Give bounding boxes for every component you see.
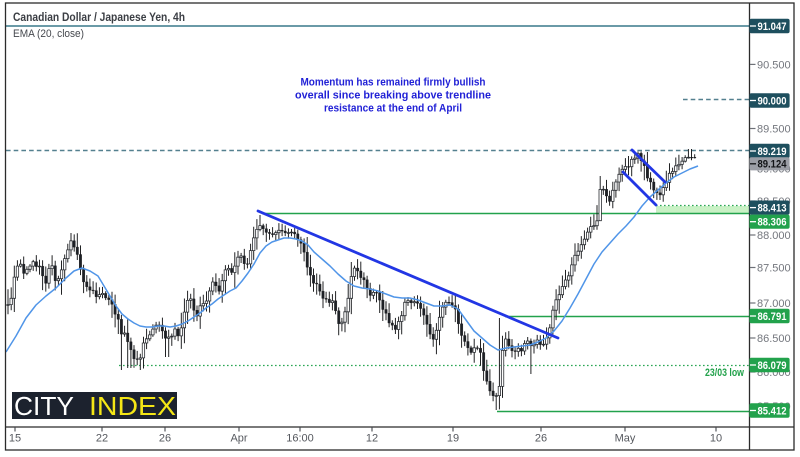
svg-text:85.412: 85.412 <box>758 405 787 417</box>
svg-text:90.000: 90.000 <box>758 95 787 107</box>
svg-text:overall since breaking above t: overall since breaking above trendline <box>295 90 491 102</box>
svg-text:10: 10 <box>710 433 722 445</box>
svg-text:87.500: 87.500 <box>757 262 791 274</box>
svg-text:87.000: 87.000 <box>757 298 791 310</box>
svg-text:16:00: 16:00 <box>286 433 314 445</box>
svg-text:88.000: 88.000 <box>757 230 791 242</box>
svg-text:Canadian Dollar / Japanese Yen: Canadian Dollar / Japanese Yen, 4h <box>13 12 185 24</box>
svg-text:91.047: 91.047 <box>758 21 787 33</box>
svg-text:Momentum has remained firmly b: Momentum has remained firmly bullish <box>301 77 486 89</box>
svg-text:15: 15 <box>9 433 21 445</box>
svg-text:resistance at the end of April: resistance at the end of April <box>324 103 462 115</box>
svg-text:CITY: CITY <box>14 391 74 421</box>
svg-text:88.306: 88.306 <box>758 217 787 229</box>
svg-text:12: 12 <box>366 433 378 445</box>
svg-text:19: 19 <box>447 433 459 445</box>
svg-text:89.500: 89.500 <box>757 123 791 135</box>
svg-text:88.413: 88.413 <box>758 203 787 215</box>
svg-text:86.079: 86.079 <box>758 360 787 372</box>
svg-text:89.124: 89.124 <box>758 159 787 171</box>
svg-text:INDEX: INDEX <box>89 391 176 421</box>
svg-text:23/03 low: 23/03 low <box>705 367 744 379</box>
svg-text:26: 26 <box>535 433 547 445</box>
svg-text:86.500: 86.500 <box>757 333 791 345</box>
svg-text:90.500: 90.500 <box>757 59 791 71</box>
svg-text:89.219: 89.219 <box>758 146 787 158</box>
svg-text:Apr: Apr <box>230 433 247 445</box>
svg-text:26: 26 <box>159 433 171 445</box>
svg-text:May: May <box>615 433 636 445</box>
svg-text:86.791: 86.791 <box>758 311 787 323</box>
svg-text:22: 22 <box>96 433 108 445</box>
svg-text:EMA (20, close): EMA (20, close) <box>13 28 84 40</box>
